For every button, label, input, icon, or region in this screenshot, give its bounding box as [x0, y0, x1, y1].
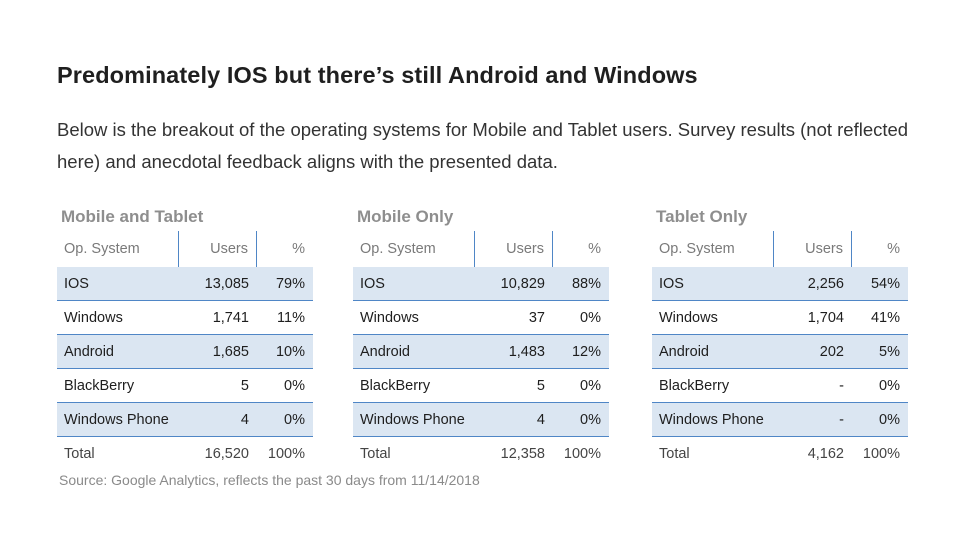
users-cell: 1,685 — [212, 343, 249, 360]
percent-cell: % — [292, 241, 305, 257]
users-cell: 12,358 — [500, 446, 545, 462]
percent-cell: 11% — [277, 309, 305, 326]
os-cell: BlackBerry — [64, 377, 135, 394]
percent-cell: 0% — [580, 309, 601, 326]
os-cell: IOS — [659, 275, 684, 292]
table-title: Mobile and Tablet — [61, 207, 204, 226]
percent-cell: % — [887, 241, 900, 257]
os-cell: BlackBerry — [659, 377, 730, 394]
users-cell: 37 — [528, 309, 545, 326]
users-cell: 4 — [240, 411, 249, 428]
table-row: Windows Phone 4 0% — [57, 403, 313, 437]
os-cell: Total — [659, 446, 690, 462]
os-cell: Total — [360, 446, 391, 462]
table-row: BlackBerry 5 0% — [57, 369, 313, 403]
tablet-only-table: Tablet Only Op. System Users% IOS 2,256 54% Wi… — [652, 203, 908, 471]
percent-cell: % — [588, 241, 601, 257]
users-cell: 2,256 — [807, 275, 844, 292]
percent-cell: 54% — [870, 275, 900, 292]
users-cell: 1,741 — [212, 309, 249, 326]
table-header-row: Op. System Users% — [57, 231, 313, 267]
table-header-row: Op. System Users% — [353, 231, 609, 267]
percent-cell: 0% — [284, 411, 305, 428]
page-title: Predominately IOS but there’s still Andr… — [57, 62, 698, 88]
os-cell: Op. System — [353, 231, 475, 267]
table-row: Windows 1,704 41% — [652, 301, 908, 335]
percent-cell: 10% — [275, 343, 305, 360]
table-header-row: Op. System Users% — [652, 231, 908, 267]
mobile-and-tablet-table: Mobile and Tablet Op. System Users% IOS 13,0… — [57, 203, 313, 471]
os-cell: Windows — [360, 309, 419, 326]
percent-cell: 5% — [879, 343, 900, 360]
percent-cell: 41% — [870, 309, 900, 326]
table-row: BlackBerry - 0% — [652, 369, 908, 403]
mobile-only-table: Mobile Only Op. System Users% IOS 10,829 88% W… — [353, 203, 609, 471]
percent-cell: 79% — [275, 275, 305, 292]
percent-cell: 100% — [563, 446, 601, 462]
os-cell: Op. System — [652, 231, 774, 267]
users-cell: 4,162 — [807, 446, 844, 462]
percent-cell: 0% — [879, 411, 900, 428]
os-cell: Windows Phone — [360, 411, 465, 428]
users-cell: 16,520 — [204, 446, 249, 462]
os-cell: Op. System — [57, 231, 179, 267]
users-cell: 13,085 — [204, 275, 249, 292]
table-row: Windows Phone 4 0% — [353, 403, 609, 437]
percent-cell: 0% — [580, 411, 601, 428]
table-row: Android 1,685 10% — [57, 335, 313, 369]
os-cell: Windows Phone — [64, 411, 169, 428]
table-total-row: Total 16,520 100% — [57, 437, 313, 471]
table-total-row: Total 4,162 100% — [652, 437, 908, 471]
os-cell: IOS — [360, 275, 385, 292]
users-cell: Users — [179, 231, 257, 267]
percent-cell: 100% — [862, 446, 900, 462]
percent-cell: 88% — [571, 275, 601, 292]
percent-cell: 0% — [879, 377, 900, 394]
table-row: BlackBerry 5 0% — [353, 369, 609, 403]
users-cell: 1,704 — [807, 309, 844, 326]
os-cell: Windows — [64, 309, 123, 326]
os-cell: Android — [360, 343, 410, 360]
table-row: IOS 13,085 79% — [57, 267, 313, 301]
table-row: Windows 37 0% — [353, 301, 609, 335]
table-row: Windows Phone - 0% — [652, 403, 908, 437]
users-cell: 4 — [536, 411, 545, 428]
users-cell: 5 — [240, 377, 249, 394]
os-cell: Total — [64, 446, 95, 462]
os-cell: Android — [64, 343, 114, 360]
percent-cell: 12% — [571, 343, 601, 360]
table-title: Tablet Only — [656, 207, 748, 226]
users-cell: 1,483 — [508, 343, 545, 360]
users-cell: 5 — [536, 377, 545, 394]
table-title: Mobile Only — [357, 207, 454, 226]
os-cell: Windows Phone — [659, 411, 764, 428]
os-cell: BlackBerry — [360, 377, 431, 394]
os-cell: Windows — [659, 309, 718, 326]
table-total-row: Total 12,358 100% — [353, 437, 609, 471]
users-cell: Users — [774, 231, 852, 267]
table-row: IOS 2,256 54% — [652, 267, 908, 301]
percent-cell: 0% — [284, 377, 305, 394]
users-cell: - — [839, 411, 844, 428]
os-cell: IOS — [64, 275, 89, 292]
users-cell: - — [839, 377, 844, 394]
users-cell: 10,829 — [500, 275, 545, 292]
source-note: Source: Google Analytics, reflects the p… — [59, 472, 480, 488]
percent-cell: 100% — [267, 446, 305, 462]
users-cell: 202 — [819, 343, 844, 360]
percent-cell: 0% — [580, 377, 601, 394]
table-row: Android 1,483 12% — [353, 335, 609, 369]
table-row: IOS 10,829 88% — [353, 267, 609, 301]
os-cell: Android — [659, 343, 709, 360]
table-row: Windows 1,741 11% — [57, 301, 313, 335]
table-row: Android 202 5% — [652, 335, 908, 369]
users-cell: Users — [475, 231, 553, 267]
description: Below is the breakout of the operating s… — [57, 119, 909, 172]
